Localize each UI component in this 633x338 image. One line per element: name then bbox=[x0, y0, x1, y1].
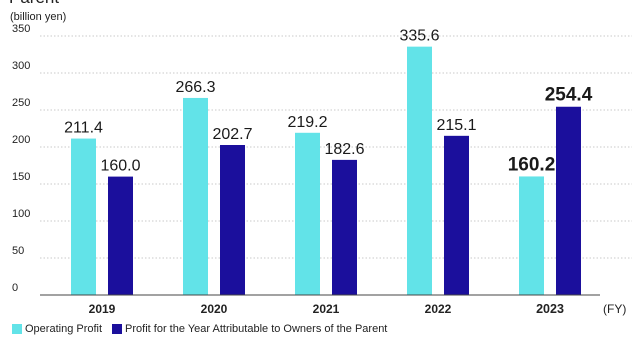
data-label: 215.1 bbox=[436, 117, 476, 134]
data-label: 211.4 bbox=[64, 120, 103, 137]
legend-item-operating-profit: Operating Profit bbox=[12, 323, 102, 335]
unit-label: (billion yen) bbox=[10, 11, 67, 23]
data-label: 182.6 bbox=[324, 141, 364, 158]
bar-profit-attributable-2022 bbox=[444, 135, 469, 295]
legend: Operating Profit Profit for the Year Att… bbox=[12, 323, 387, 335]
bar-operating-profit-2022 bbox=[407, 46, 432, 295]
x-axis-unit-label: (FY) bbox=[603, 302, 626, 316]
data-label: 254.4 bbox=[545, 85, 593, 106]
x-tick-label-2020: 2020 bbox=[201, 302, 228, 316]
y-tick-label: 200 bbox=[12, 134, 30, 146]
data-labels: 211.4 160.0 266.3 202.7 219.2 182.6 335.6 215.1… bbox=[64, 28, 593, 176]
bar-operating-profit-2019 bbox=[71, 138, 96, 295]
y-tick-label: 150 bbox=[12, 171, 30, 183]
data-label: 160.2 bbox=[508, 154, 556, 175]
chart-title-partial: Parent bbox=[9, 0, 59, 8]
bar-operating-profit-2023 bbox=[519, 176, 544, 295]
x-tick-label-2019: 2019 bbox=[89, 302, 116, 316]
data-label: 202.7 bbox=[212, 126, 252, 143]
bar-profit-attributable-2021 bbox=[332, 159, 357, 295]
x-tick-label-2021: 2021 bbox=[313, 302, 340, 316]
bar-profit-attributable-2019 bbox=[108, 176, 133, 295]
gridlines bbox=[40, 35, 632, 259]
bar-profit-attributable-2023 bbox=[556, 106, 581, 295]
legend-label-profit-attributable: Profit for the Year Attributable to Owne… bbox=[125, 323, 388, 335]
legend-swatch-profit-attributable bbox=[112, 324, 123, 334]
bar-operating-profit-2021 bbox=[295, 132, 320, 295]
data-label: 266.3 bbox=[175, 79, 215, 96]
data-label: 335.6 bbox=[399, 28, 439, 45]
data-label: 219.2 bbox=[287, 114, 327, 131]
x-axis: 2019 2020 2021 2022 2023 (FY) bbox=[40, 294, 626, 316]
y-tick-label: 250 bbox=[12, 97, 30, 109]
x-tick-label-2023: 2023 bbox=[536, 302, 564, 316]
y-tick-label: 100 bbox=[12, 208, 30, 220]
y-tick-label: 0 bbox=[12, 282, 18, 294]
y-axis: 0 50 100 150 200 250 300 350 bbox=[12, 23, 30, 294]
legend-item-profit-attributable: Profit for the Year Attributable to Owne… bbox=[112, 323, 387, 335]
y-tick-label: 350 bbox=[12, 23, 30, 35]
x-tick-label-2022: 2022 bbox=[425, 302, 452, 316]
y-tick-label: 50 bbox=[12, 245, 24, 257]
bars bbox=[71, 46, 581, 295]
legend-swatch-operating-profit bbox=[12, 324, 22, 334]
bar-profit-attributable-2020 bbox=[220, 145, 245, 295]
y-tick-label: 300 bbox=[12, 60, 30, 72]
legend-label-operating-profit: Operating Profit bbox=[25, 323, 103, 335]
bar-operating-profit-2020 bbox=[183, 97, 208, 295]
data-label: 160.0 bbox=[100, 158, 140, 175]
